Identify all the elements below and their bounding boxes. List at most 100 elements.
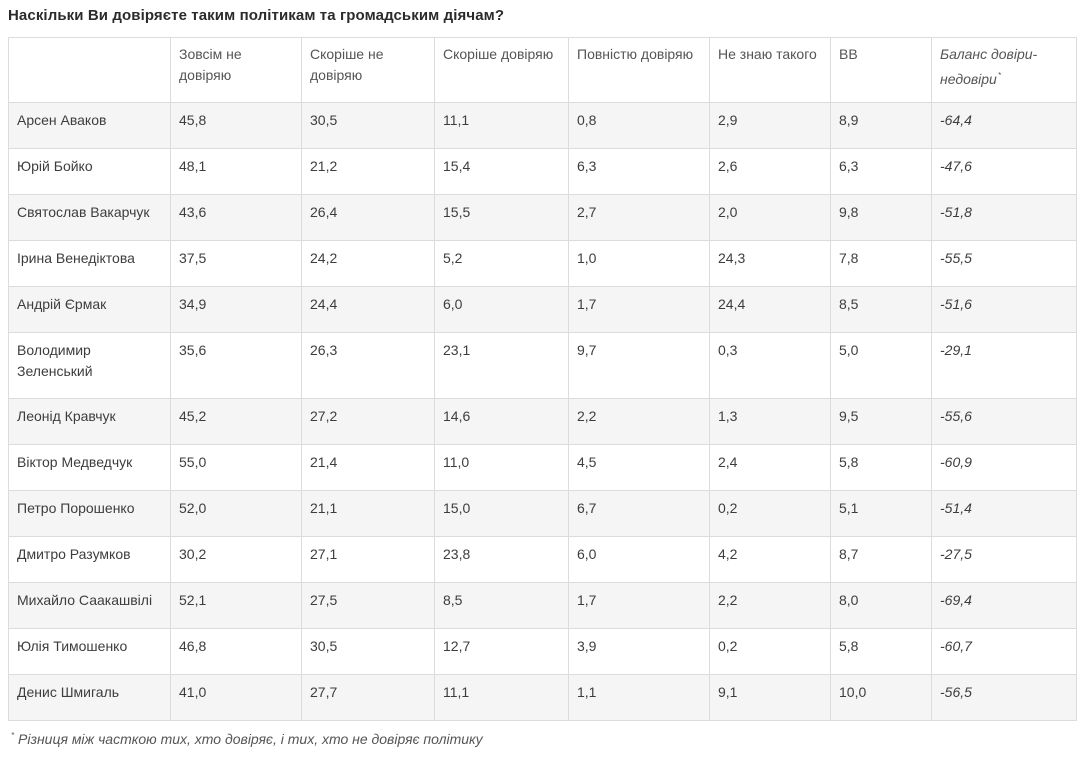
table-row: Святослав Вакарчук 43,6 26,4 15,5 2,7 2,0 9,8-… xyxy=(8,194,1077,241)
cell-strongly-distrust: 52,1 xyxy=(170,582,302,629)
table-row: Денис Шмигаль 41,0 27,7 11,1 1,1 9,1 10,0 -56,5 xyxy=(8,674,1077,721)
cell-fully-trust: 3,9 xyxy=(568,628,710,675)
table-row: Юрій Бойко 48,1 21,2 15,4 6,3 2,6 6,3 -47,6 xyxy=(8,148,1077,195)
cell-fully-trust: 4,5 xyxy=(568,444,710,491)
cell-name: Ірина Венедіктова xyxy=(8,240,171,287)
cell-fully-trust: 1,7 xyxy=(568,286,710,333)
cell-dont-know: 0,3 xyxy=(709,332,831,399)
cell-hard-to-say: 8,5 xyxy=(830,286,932,333)
cell-fully-trust: 6,7 xyxy=(568,490,710,537)
cell-fully-trust: 9,7 xyxy=(568,332,710,399)
cell-hard-to-say: 5,8 xyxy=(830,628,932,675)
cell-rather-trust: 8,5 xyxy=(434,582,569,629)
cell-balance: -64,4 xyxy=(931,102,1077,149)
cell-dont-know: 2,9 xyxy=(709,102,831,149)
column-header-name xyxy=(8,37,171,103)
footnote-text: Різниця між часткою тих, хто довіряє, і … xyxy=(18,731,483,747)
cell-rather-trust: 23,8 xyxy=(434,536,569,583)
table-row: Леонід Кравчук 45,2 27,2 14,6 2,2 1,3 9,5 -55,6 xyxy=(8,398,1077,445)
cell-name: Святослав Вакарчук xyxy=(8,194,171,241)
cell-rather-distrust: 27,2 xyxy=(301,398,435,445)
cell-rather-distrust: 26,3 xyxy=(301,332,435,399)
table-row: Михайло Саакашвілі 52,1 27,5 8,5 1,7 2,2 8,0 -6… xyxy=(8,582,1077,629)
cell-rather-trust: 12,7 xyxy=(434,628,569,675)
cell-balance: -55,6 xyxy=(931,398,1077,445)
cell-dont-know: 2,2 xyxy=(709,582,831,629)
cell-dont-know: 9,1 xyxy=(709,674,831,721)
table-row: Петро Порошенко 52,0 21,1 15,0 6,7 0,2 5,1 -51,… xyxy=(8,490,1077,537)
cell-strongly-distrust: 30,2 xyxy=(170,536,302,583)
column-header-rather-distrust: Скоріше не довіряю xyxy=(301,37,435,103)
footnote: * Різниця між часткою тих, хто довіряє, … xyxy=(10,731,483,747)
cell-rather-distrust: 27,1 xyxy=(301,536,435,583)
cell-hard-to-say: 9,8 xyxy=(830,194,932,241)
table-row: Арсен Аваков 45,8 30,5 11,1 0,8 2,9 8,9 -64,4 xyxy=(8,102,1077,149)
column-header-strongly-distrust: Зовсім не довіряю xyxy=(170,37,302,103)
cell-hard-to-say: 5,0 xyxy=(830,332,932,399)
cell-dont-know: 1,3 xyxy=(709,398,831,445)
cell-strongly-distrust: 41,0 xyxy=(170,674,302,721)
cell-dont-know: 24,4 xyxy=(709,286,831,333)
cell-hard-to-say: 6,3 xyxy=(830,148,932,195)
cell-rather-trust: 15,5 xyxy=(434,194,569,241)
column-header-fully-trust: Повністю довіряю xyxy=(568,37,710,103)
cell-balance: -56,5 xyxy=(931,674,1077,721)
cell-balance: -69,4 xyxy=(931,582,1077,629)
cell-strongly-distrust: 37,5 xyxy=(170,240,302,287)
cell-rather-trust: 15,0 xyxy=(434,490,569,537)
cell-rather-trust: 6,0 xyxy=(434,286,569,333)
cell-strongly-distrust: 45,2 xyxy=(170,398,302,445)
cell-dont-know: 0,2 xyxy=(709,628,831,675)
cell-fully-trust: 1,1 xyxy=(568,674,710,721)
cell-balance: -27,5 xyxy=(931,536,1077,583)
table-body: Арсен Аваков 45,8 30,5 11,1 0,8 2,9 8,9 -64,4 Юр… xyxy=(8,102,1077,721)
cell-dont-know: 2,0 xyxy=(709,194,831,241)
cell-dont-know: 2,4 xyxy=(709,444,831,491)
cell-rather-distrust: 27,7 xyxy=(301,674,435,721)
cell-name: Юрій Бойко xyxy=(8,148,171,195)
table-row: Ірина Венедіктова 37,5 24,2 5,2 1,0 24,3 7,8 -5… xyxy=(8,240,1077,287)
cell-rather-distrust: 26,4 xyxy=(301,194,435,241)
cell-strongly-distrust: 48,1 xyxy=(170,148,302,195)
cell-rather-distrust: 27,5 xyxy=(301,582,435,629)
cell-strongly-distrust: 34,9 xyxy=(170,286,302,333)
trust-table: Зовсім не довіряю Скоріше не довіряю Ско… xyxy=(8,37,1077,721)
cell-strongly-distrust: 45,8 xyxy=(170,102,302,149)
cell-fully-trust: 6,3 xyxy=(568,148,710,195)
cell-hard-to-say: 7,8 xyxy=(830,240,932,287)
cell-hard-to-say: 5,8 xyxy=(830,444,932,491)
cell-hard-to-say: 8,7 xyxy=(830,536,932,583)
cell-fully-trust: 1,7 xyxy=(568,582,710,629)
table-row: Дмитро Разумков 30,2 27,1 23,8 6,0 4,2 8,7 -27,… xyxy=(8,536,1077,583)
cell-rather-distrust: 21,4 xyxy=(301,444,435,491)
cell-balance: -51,6 xyxy=(931,286,1077,333)
cell-rather-trust: 23,1 xyxy=(434,332,569,399)
table-row: Юлія Тимошенко 46,8 30,5 12,7 3,9 0,2 5,8 -60,7 xyxy=(8,628,1077,675)
cell-balance: -60,9 xyxy=(931,444,1077,491)
cell-name: Петро Порошенко xyxy=(8,490,171,537)
cell-rather-trust: 14,6 xyxy=(434,398,569,445)
table-row: Андрій Єрмак 34,9 24,4 6,0 1,7 24,4 8,5 -51,6 xyxy=(8,286,1077,333)
cell-rather-trust: 11,1 xyxy=(434,102,569,149)
cell-dont-know: 0,2 xyxy=(709,490,831,537)
cell-rather-distrust: 30,5 xyxy=(301,628,435,675)
table-header-row: Зовсім не довіряю Скоріше не довіряю Ско… xyxy=(8,37,1077,103)
cell-balance: -51,4 xyxy=(931,490,1077,537)
cell-hard-to-say: 10,0 xyxy=(830,674,932,721)
cell-dont-know: 2,6 xyxy=(709,148,831,195)
cell-rather-trust: 11,0 xyxy=(434,444,569,491)
cell-name: Арсен Аваков xyxy=(8,102,171,149)
cell-fully-trust: 1,0 xyxy=(568,240,710,287)
column-header-balance-label: Баланс довіри-недовіри xyxy=(940,46,1038,87)
cell-name: Віктор Медведчук xyxy=(8,444,171,491)
cell-balance: -47,6 xyxy=(931,148,1077,195)
cell-balance: -29,1 xyxy=(931,332,1077,399)
column-header-rather-trust: Скоріше довіряю xyxy=(434,37,569,103)
page-title: Наскільки Ви довіряєте таким політикам т… xyxy=(8,7,505,24)
column-header-balance: Баланс довіри-недовіри* xyxy=(931,37,1077,103)
cell-name: Володимир Зеленський xyxy=(8,332,171,399)
cell-name: Леонід Кравчук xyxy=(8,398,171,445)
cell-hard-to-say: 5,1 xyxy=(830,490,932,537)
cell-name: Андрій Єрмак xyxy=(8,286,171,333)
cell-strongly-distrust: 55,0 xyxy=(170,444,302,491)
